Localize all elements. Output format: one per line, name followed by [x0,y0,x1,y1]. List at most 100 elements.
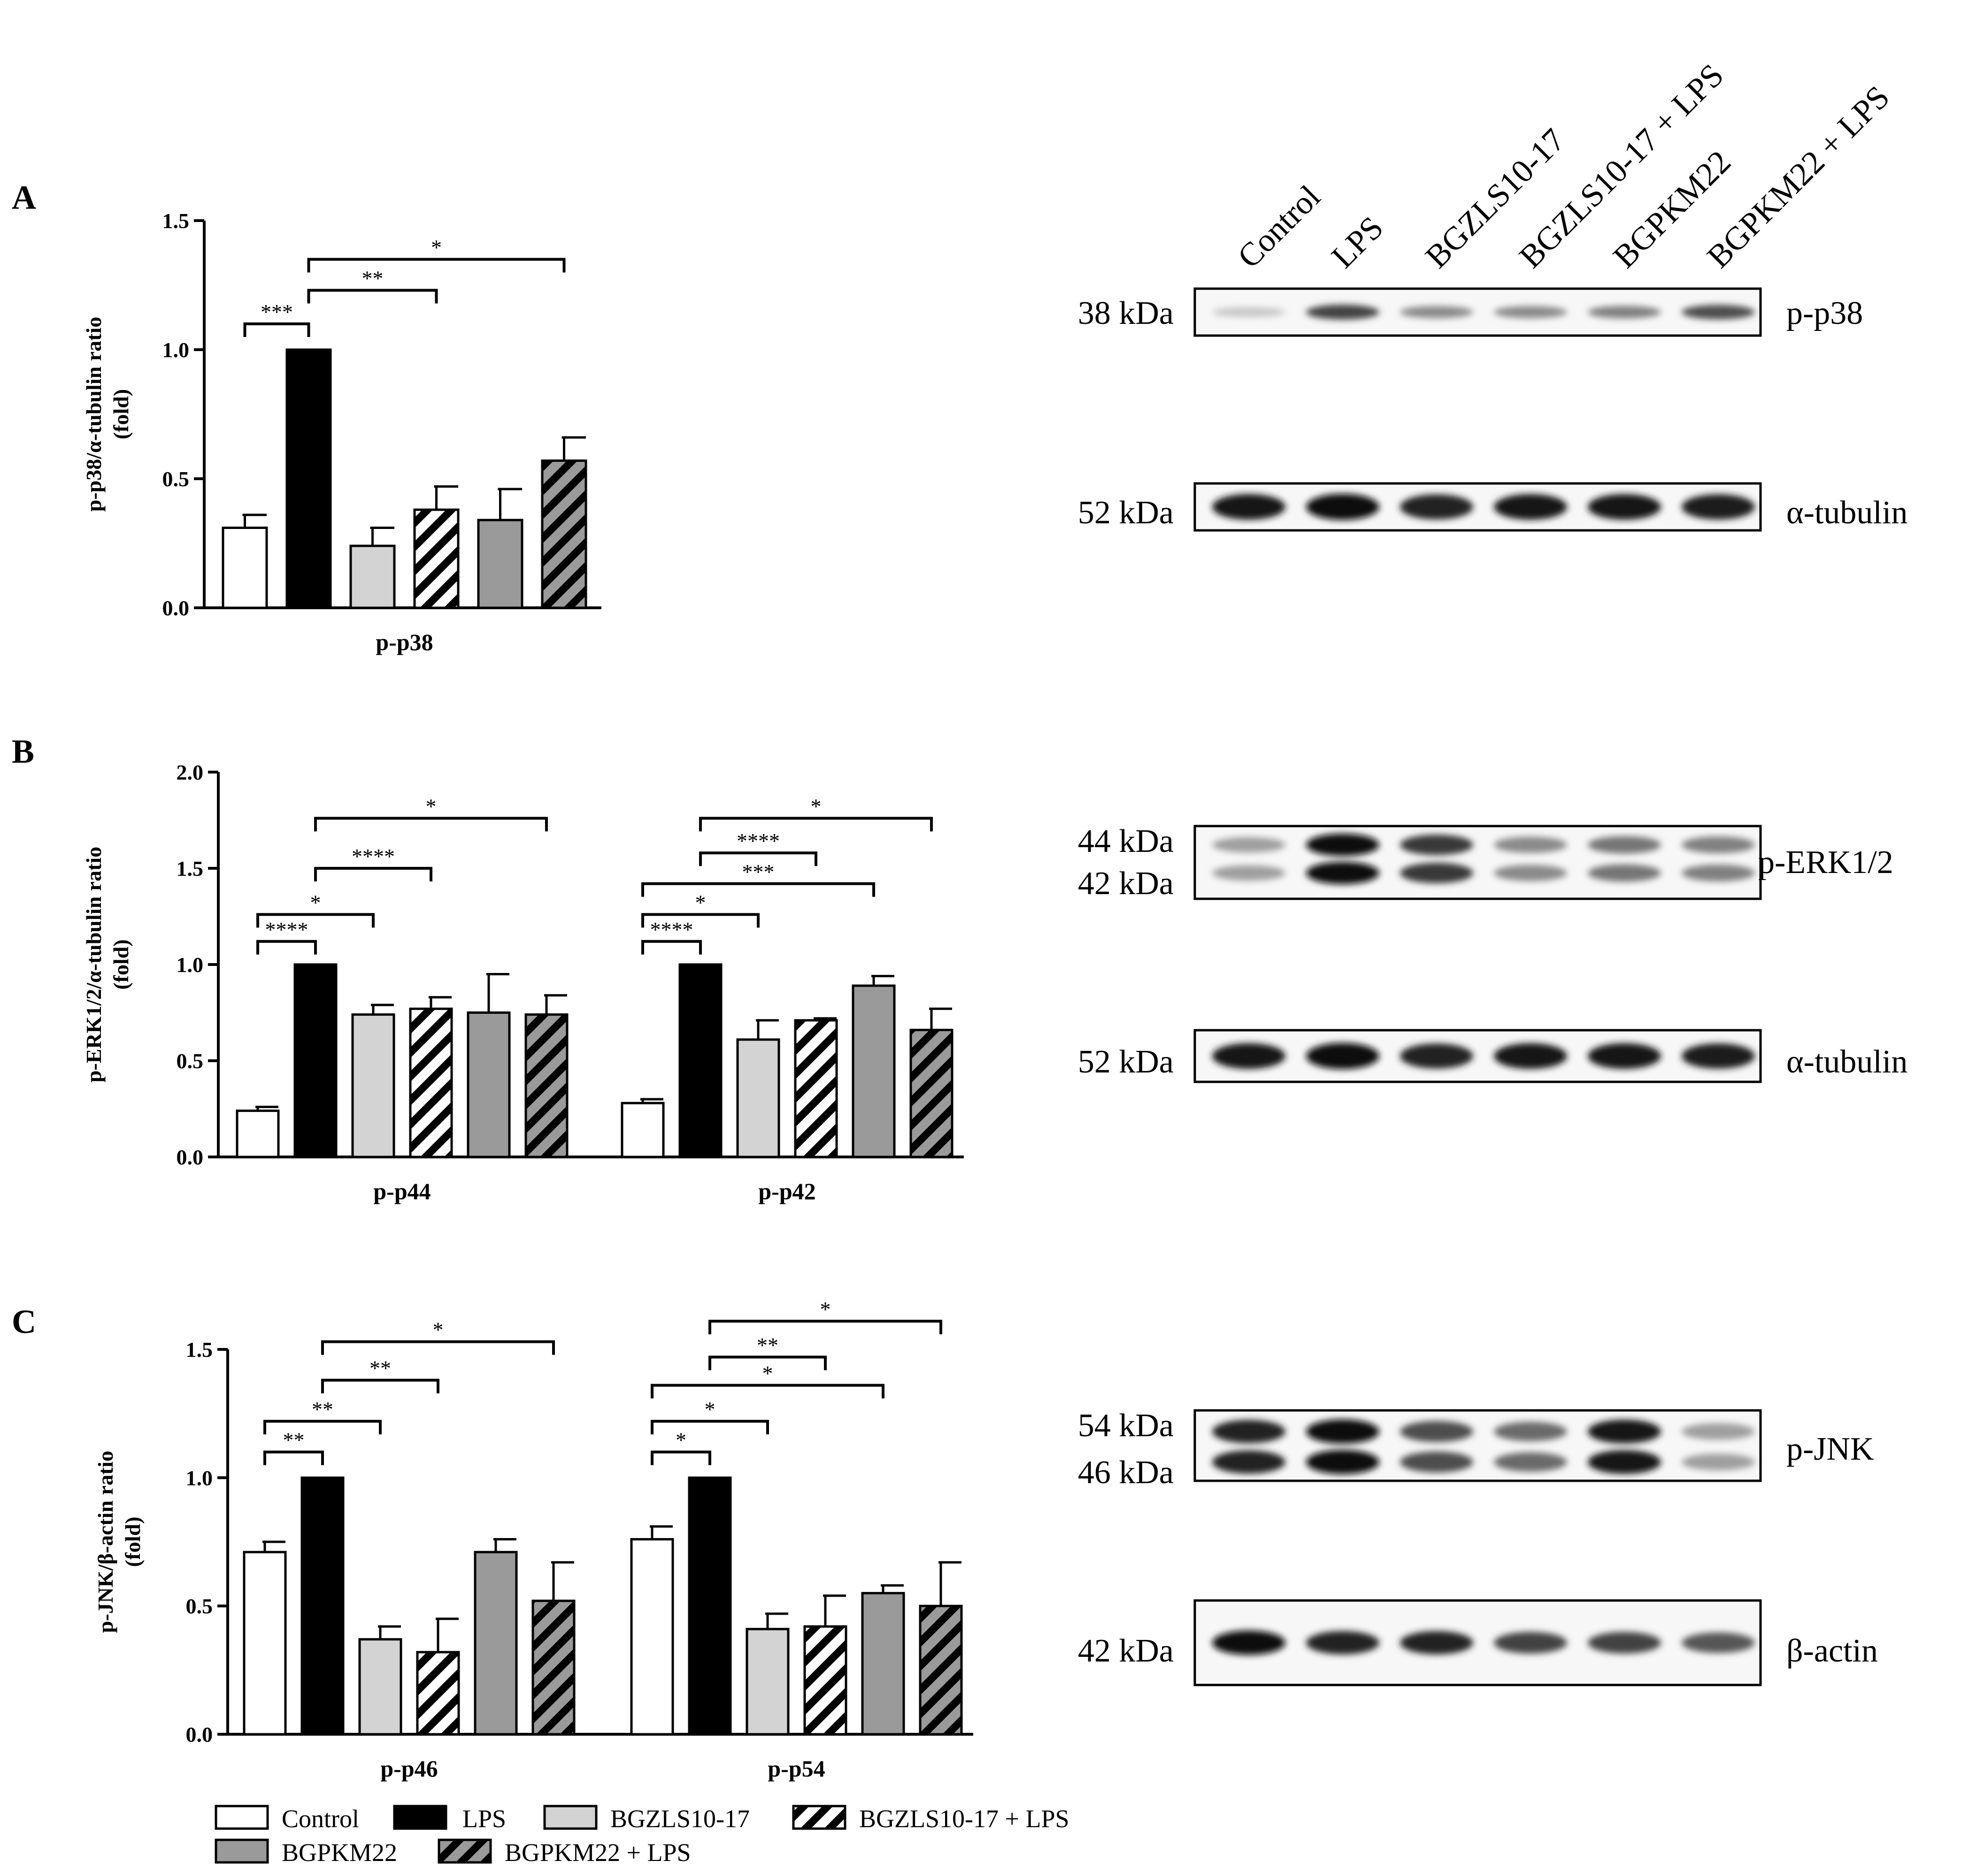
blot-band [1306,305,1379,320]
y-tick-label: 0.0 [162,596,190,620]
bar-control-p-p54 [630,1538,674,1736]
blot-band [1588,864,1661,882]
y-axis-label-unit: (fold) [109,389,133,439]
bar-bgzls10-17-p-p54 [746,1628,790,1736]
bar-bgpkm22-lps-p-p54 [919,1605,963,1736]
svg-text:BGPKM22 + LPS: BGPKM22 + LPS [505,1838,691,1867]
significance-label: **** [265,918,308,942]
svg-text:BGZLS10-17 + LPS: BGZLS10-17 + LPS [859,1805,1069,1833]
significance-label: * [676,1428,686,1452]
significance-label: * [433,1318,444,1342]
bar-bgpkm22-lps-p-p46 [531,1600,576,1736]
significance-bracket [307,289,438,304]
blot-band [1588,1450,1661,1474]
y-tick-label: 0.5 [162,467,190,491]
significance-bracket [263,1450,324,1465]
x-category-label: p-p38 [376,629,433,655]
blot-band [1588,1419,1661,1444]
lane-label-control: Control [1231,179,1328,276]
chart-panel-c: 0.0 0.5 1.0 1.5 p-JNK/β-actin ratio (fold) p-p… [93,1297,973,1782]
bar-bgzls10-17-lps-p-p38 [413,508,460,609]
svg-text:BGZLS10-17: BGZLS10-17 [610,1805,750,1833]
blot-band [1682,1454,1755,1470]
significance-bracket [651,1450,711,1465]
blot-band [1682,305,1755,320]
y-tick-label: 0.5 [186,1594,213,1618]
y-tick-label: 0.5 [177,1049,204,1073]
kda-label-46: 46 kDa [1078,1455,1174,1491]
blot-band [1588,1043,1661,1069]
bar-bgzls10-17-p-p42 [736,1038,780,1158]
blot-band [1682,494,1755,520]
y-axis-label: p-JNK/β-actin ratio [93,1451,117,1633]
kda-label: 42 kDa [1078,1633,1174,1669]
bar-control-p-p42 [621,1102,665,1158]
blot-band [1400,306,1473,319]
blot-band [1212,494,1285,520]
svg-text:BGPKM22: BGPKM22 [282,1838,397,1867]
legend: Control LPS BGZLS10-17 BGZLS10-17 + LPS … [215,1805,1069,1867]
blot-band [1588,306,1661,319]
y-tick-label: 0.0 [177,1145,204,1169]
lane-labels: Control LPS BGZLS10-17 BGZLS10-17 + LPS … [1231,57,1897,276]
legend-item-bgpkm22-lps: BGPKM22 + LPS [438,1838,691,1867]
significance-bracket [256,913,375,928]
blot-band [1588,836,1661,854]
blot-band [1212,1450,1285,1474]
blot-band [1494,1422,1567,1441]
significance-bracket [314,867,432,881]
y-tick-label: 1.0 [186,1466,213,1490]
blot-alpha-tubulin-1: 52 kDa α-tubulin [1078,482,1907,532]
significance-label: ** [312,1397,333,1421]
kda-label: 52 kDa [1078,1044,1174,1080]
bar-control-p-p44 [236,1110,280,1158]
blot-frame [1193,1409,1762,1482]
significance-bracket [263,1420,382,1435]
bar-bgzls10-17-p-p44 [351,1013,395,1158]
blot-frame [1193,482,1762,532]
bar-lps-p-p42 [678,963,723,1158]
blot-name: α-tubulin [1786,1044,1907,1080]
significance-label: ** [283,1428,305,1452]
y-tick-label: 2.0 [177,760,204,784]
significance-bracket [641,913,760,928]
bar-control-p-p38 [222,527,268,609]
y-tick-label: 1.0 [162,338,190,362]
legend-item-bgzls10-17-lps: BGZLS10-17 + LPS [792,1805,1069,1833]
blot-p-p38: 38 kDa p-p38 [1078,287,1863,337]
blot-band [1400,863,1473,883]
blot-band [1306,1043,1379,1069]
blot-name: α-tubulin [1786,495,1907,531]
legend-item-lps: LPS [393,1805,506,1833]
panel-letter-c: C [12,1303,36,1340]
legend-item-bgzls10-17: BGZLS10-17 [543,1805,750,1833]
significance-bracket [321,1340,555,1355]
bar-bgzls10-17-lps-p-p42 [794,1019,838,1158]
significance-bracket [641,940,702,955]
bar-bgzls10-17-lps-p-p54 [803,1625,847,1736]
bar-bgpkm22-p-p42 [852,984,896,1158]
blot-name: p-JNK [1786,1431,1874,1467]
blot-frame [1193,1599,1762,1686]
blot-band [1682,1423,1755,1440]
blot-band [1212,865,1285,881]
blot-band [1400,1043,1473,1069]
blot-band [1212,1420,1285,1443]
blot-band [1212,1043,1285,1069]
significance-label: * [820,1297,831,1321]
significance-bracket [321,1378,439,1394]
significance-bracket [641,882,875,897]
blot-band [1306,1419,1379,1444]
bar-bgzls10-17-p-p46 [358,1638,402,1736]
blot-band [1212,307,1285,317]
blot-band [1306,862,1379,884]
significance-bracket [699,817,933,832]
blot-name: β-actin [1786,1633,1878,1669]
significance-label: **** [352,844,395,868]
chart-panel-b: 0.0 0.5 1.0 1.5 2.0 p-ERK1/2/α-tubulin ratio(… [82,760,964,1204]
blot-band [1588,1631,1661,1654]
blot-name: p-ERK1/2 [1758,844,1893,881]
blot-band [1682,1632,1755,1653]
blot-band [1494,865,1567,881]
